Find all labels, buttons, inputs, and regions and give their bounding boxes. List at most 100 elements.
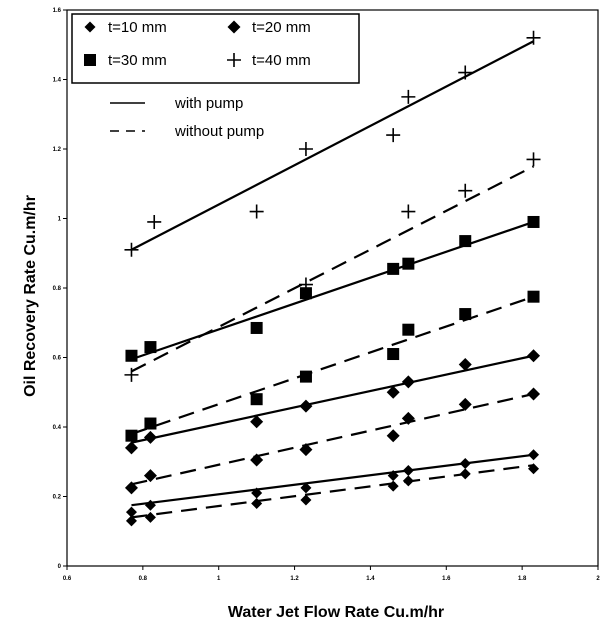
legend-box <box>71 13 360 84</box>
fit-line-plus-without-pump <box>130 165 535 373</box>
y-tick-label: 0.6 <box>53 356 62 362</box>
y-tick-label: 1 <box>58 217 62 223</box>
x-tick-label: 1.8 <box>518 576 527 582</box>
data-point-square <box>459 308 472 321</box>
data-point-diamond-small <box>125 506 137 518</box>
data-point-diamond-small <box>402 475 414 487</box>
legend-marker-diamond <box>227 20 241 34</box>
data-point-diamond <box>527 349 541 363</box>
data-point-square <box>387 262 400 275</box>
data-point-diamond-small <box>125 515 137 527</box>
data-point-diamond <box>124 481 138 495</box>
y-tick-label: 1.4 <box>53 78 62 84</box>
data-point-square <box>144 417 157 430</box>
y-tick-label: 0 <box>58 564 62 570</box>
legend-marker-diamond-small <box>84 21 96 33</box>
data-point-square <box>459 235 472 248</box>
data-point-square <box>402 323 415 336</box>
data-point-plus <box>249 204 264 219</box>
data-point-diamond-small <box>144 511 156 523</box>
x-tick-label: 0.6 <box>63 576 72 582</box>
data-point-diamond-small <box>300 494 312 506</box>
data-point-plus <box>298 142 313 156</box>
data-point-plus <box>526 30 541 45</box>
legend-label: with pump <box>174 95 243 112</box>
data-point-plus <box>298 277 313 292</box>
data-point-square <box>250 321 263 334</box>
data-point-square <box>527 215 540 228</box>
data-point-diamond-small <box>459 468 471 480</box>
data-point-diamond-small <box>459 457 471 469</box>
data-point-square <box>144 341 157 354</box>
x-tick-label: 1.4 <box>366 576 375 582</box>
data-point-square <box>250 393 263 406</box>
fit-line-square-without-pump <box>131 295 534 435</box>
data-point-square <box>527 290 540 303</box>
y-tick-label: 1.6 <box>53 8 62 14</box>
legend-marker-square <box>84 54 96 66</box>
data-point-diamond <box>401 375 415 389</box>
x-tick-label: 1 <box>217 576 221 582</box>
data-point-square <box>387 348 400 361</box>
data-point-plus <box>124 242 139 257</box>
data-point-square <box>125 429 138 442</box>
data-points <box>124 30 541 527</box>
x-tick-label: 0.8 <box>139 576 148 582</box>
legend-label: without pump <box>174 123 264 140</box>
y-tick-label: 0.4 <box>53 425 62 431</box>
data-point-diamond <box>299 399 313 413</box>
data-point-plus <box>526 152 541 167</box>
fit-lines <box>130 40 535 519</box>
data-point-plus <box>401 89 416 104</box>
data-point-plus <box>401 204 416 219</box>
data-point-diamond <box>458 397 472 411</box>
data-point-diamond <box>250 415 264 429</box>
y-tick-label: 0.8 <box>53 286 62 292</box>
data-point-plus <box>124 367 139 382</box>
x-tick-label: 1.6 <box>442 576 451 582</box>
y-tick-label: 0.2 <box>53 495 62 501</box>
data-point-square <box>402 257 415 270</box>
legend-label: t=20 mm <box>252 19 311 36</box>
data-point-diamond-small <box>402 464 414 476</box>
legend-label: t=40 mm <box>252 52 311 69</box>
fit-line-plus-with-pump <box>130 40 535 251</box>
legend: t=10 mm t=20 mm t=30 mm t=40 mm with pump wit… <box>71 13 360 140</box>
data-point-diamond-small <box>251 497 263 509</box>
data-point-diamond <box>124 441 138 455</box>
x-tick-label: 2 <box>596 576 600 582</box>
x-axis-label: Water Jet Flow Rate Cu.m/hr <box>228 604 444 621</box>
data-point-plus <box>147 214 162 229</box>
data-point-diamond <box>250 453 264 467</box>
fit-line-diamond-small-without-pump <box>131 464 534 519</box>
fit-line-diamond-without-pump <box>131 392 534 486</box>
data-point-diamond <box>386 385 400 399</box>
data-point-plus <box>458 65 473 80</box>
fit-line-diamond-small-with-pump <box>131 453 534 507</box>
x-tick-label: 1.2 <box>290 576 299 582</box>
axes: 0.6 0.8 1 1.2 1.4 1.6 1.8 2 0 0.2 0.4 0.6 0.8 1 1.2 1.4… <box>53 8 601 582</box>
legend-marker-plus <box>227 53 241 67</box>
data-point-diamond-small <box>251 487 263 499</box>
data-point-diamond-small <box>300 482 312 494</box>
plot-frame <box>66 9 599 567</box>
data-point-square <box>299 287 312 300</box>
data-point-square <box>299 370 312 383</box>
data-point-diamond <box>299 443 313 457</box>
legend-label: t=30 mm <box>108 52 167 69</box>
data-point-diamond <box>401 411 415 425</box>
data-point-plus <box>386 128 401 143</box>
fit-line-diamond-with-pump <box>131 354 534 444</box>
data-point-diamond-small <box>144 499 156 511</box>
data-point-plus <box>458 183 473 198</box>
legend-label: t=10 mm <box>108 19 167 36</box>
data-point-diamond-small <box>387 470 399 482</box>
data-point-diamond-small <box>528 449 540 461</box>
data-point-diamond <box>386 429 400 443</box>
data-point-diamond-small <box>387 480 399 492</box>
y-tick-label: 1.2 <box>53 147 62 153</box>
y-axis-label: Oil Recovery Rate Cu.m/hr <box>22 195 39 397</box>
fit-line-square-with-pump <box>131 220 534 361</box>
data-point-diamond <box>143 469 157 483</box>
